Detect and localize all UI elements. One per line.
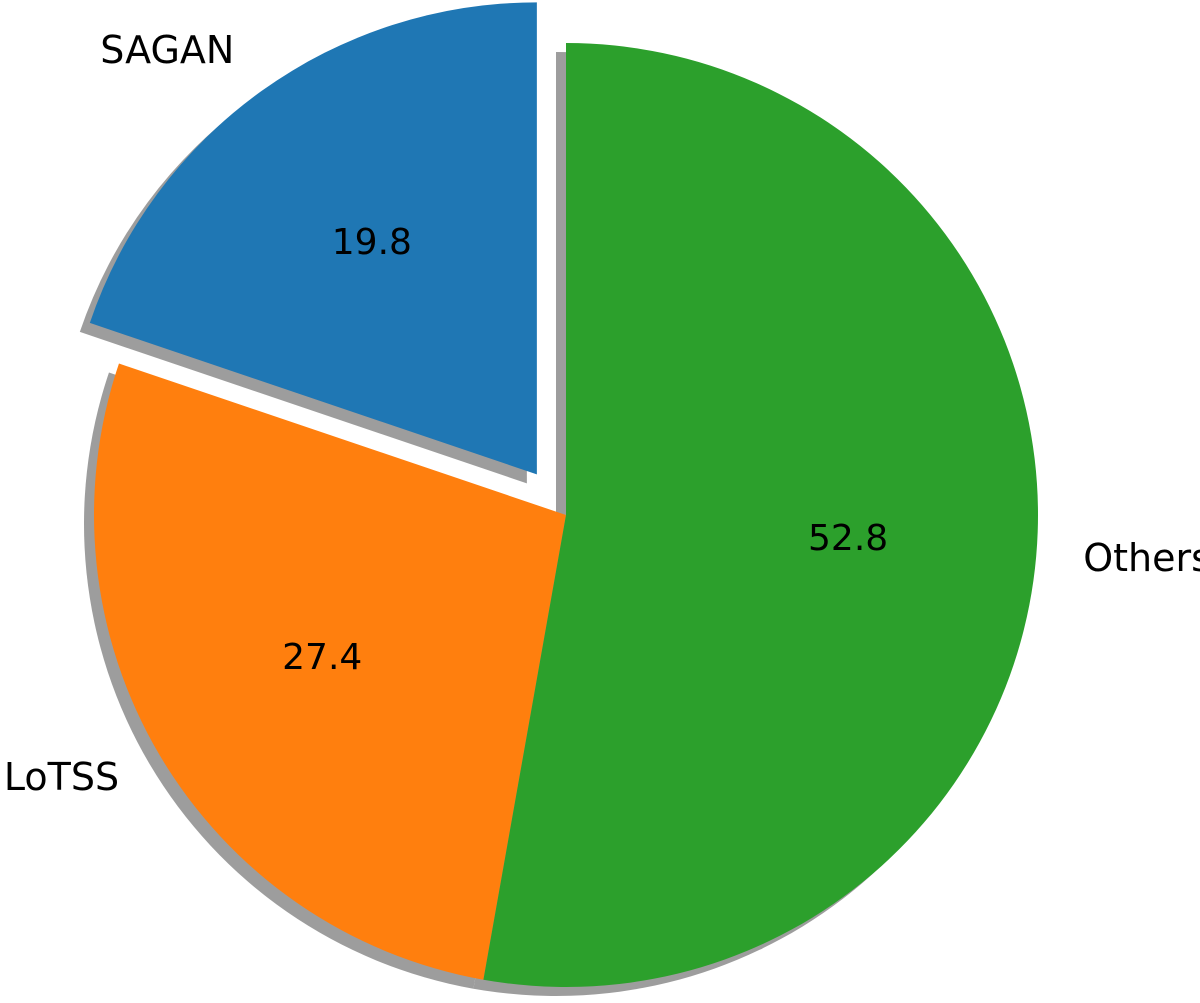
- pie-slice-others: [483, 43, 1039, 987]
- pie-value-sagan: 19.8: [332, 222, 412, 263]
- label-layer: SAGAN 19.8 LoTSS 27.4 Others 52.8: [4, 28, 1200, 799]
- slice-layer: [89, 2, 1039, 987]
- pie-slice-lotss: [93, 363, 567, 980]
- pie-slice-sagan: [89, 2, 537, 475]
- pie-value-others: 52.8: [808, 518, 888, 559]
- pie-label-sagan: SAGAN: [100, 28, 234, 72]
- pie-label-lotss: LoTSS: [4, 755, 119, 799]
- pie-value-lotss: 27.4: [282, 637, 362, 678]
- pie-label-others: Others: [1083, 536, 1200, 580]
